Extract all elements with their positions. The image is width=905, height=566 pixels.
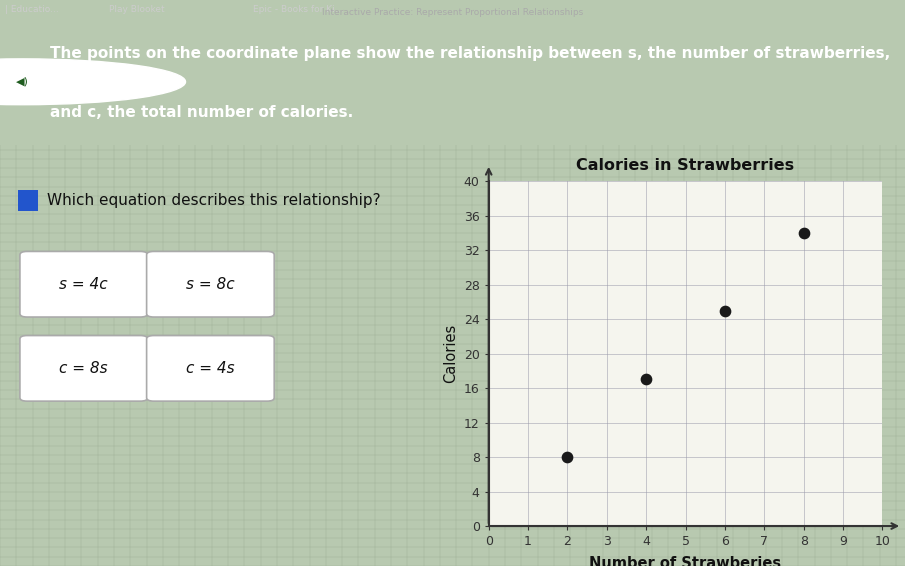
Text: s = 8c: s = 8c xyxy=(186,277,234,291)
Point xyxy=(560,453,575,462)
Text: The points on the coordinate plane show the relationship between s, the number o: The points on the coordinate plane show … xyxy=(50,46,890,61)
Circle shape xyxy=(0,59,186,105)
FancyBboxPatch shape xyxy=(20,336,148,401)
Text: s = 4c: s = 4c xyxy=(60,277,108,291)
Text: | Educatio...: | Educatio... xyxy=(5,5,58,14)
Text: and c, the total number of calories.: and c, the total number of calories. xyxy=(50,105,353,120)
Text: c = 4s: c = 4s xyxy=(186,361,234,376)
Text: c = 8s: c = 8s xyxy=(60,361,108,376)
Title: Calories in Strawberries: Calories in Strawberries xyxy=(576,158,795,173)
Text: Which equation describes this relationship?: Which equation describes this relationsh… xyxy=(47,192,381,208)
FancyBboxPatch shape xyxy=(20,251,148,317)
Text: Interactive Practice: Represent Proportional Relationships: Interactive Practice: Represent Proporti… xyxy=(322,8,583,17)
X-axis label: Number of Strawberies: Number of Strawberies xyxy=(589,556,782,566)
Text: ◀): ◀) xyxy=(16,77,29,87)
FancyBboxPatch shape xyxy=(147,336,274,401)
Point xyxy=(639,375,653,384)
Bar xyxy=(18,190,38,211)
Text: Epic - Books for Ki...: Epic - Books for Ki... xyxy=(253,5,344,14)
Point xyxy=(796,229,811,238)
FancyBboxPatch shape xyxy=(147,251,274,317)
Y-axis label: Calories: Calories xyxy=(443,324,458,383)
Point xyxy=(718,306,732,315)
Text: Play Blooket: Play Blooket xyxy=(109,5,164,14)
